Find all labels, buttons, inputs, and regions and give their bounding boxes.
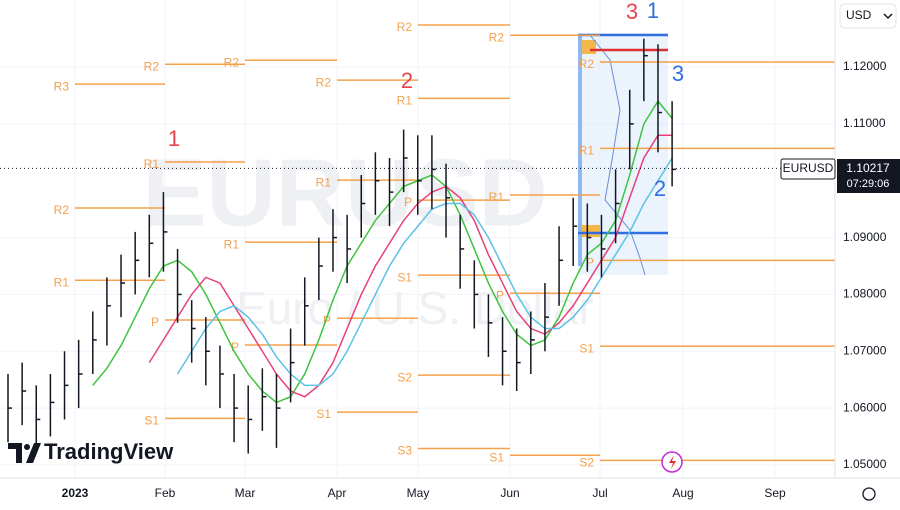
events-icon-bolt[interactable] xyxy=(669,455,676,469)
x-tick-label: Feb xyxy=(155,486,176,500)
y-axis: 1.12000 1.11000 1.09000 1.08000 1.07000 1.060… xyxy=(843,59,887,471)
x-tick-label: Apr xyxy=(328,486,347,500)
pivot-label: S1 xyxy=(144,413,159,427)
pivot-label: S1 xyxy=(316,407,331,421)
pivot-label: S1 xyxy=(579,341,594,355)
y-tick-label: 1.08000 xyxy=(843,287,887,301)
x-tick-label: Jul xyxy=(592,486,607,500)
pivot-label: P xyxy=(231,340,239,354)
moving-average-line xyxy=(176,157,673,387)
symbol-tag-text: EURUSD xyxy=(783,161,834,175)
wave-label: 1 xyxy=(647,0,659,23)
pivot-label: R2 xyxy=(144,59,160,73)
x-tick-label: Sep xyxy=(764,486,786,500)
dropdown-arrow[interactable] xyxy=(883,13,893,20)
price-bars xyxy=(7,38,677,454)
symbol-tag xyxy=(780,158,836,180)
price-axis xyxy=(835,0,900,478)
wave-labels: 123 132 xyxy=(168,0,684,201)
pivot-label: R1 xyxy=(316,175,332,189)
x-tick-label: Mar xyxy=(235,486,256,500)
y-tick-label: 1.11000 xyxy=(843,116,886,130)
currency-text[interactable]: USD xyxy=(846,8,872,22)
y-tick-label: 1.12000 xyxy=(843,59,887,73)
currency-selector[interactable] xyxy=(839,3,897,29)
pivot-label: P xyxy=(586,255,594,269)
pivot-label: R1 xyxy=(54,275,70,289)
x-tick-label: May xyxy=(407,486,430,500)
wave-label: 3 xyxy=(672,61,684,86)
pivot-label: R1 xyxy=(144,157,160,171)
pivot-label: P xyxy=(151,315,159,329)
brand-icon xyxy=(8,443,41,463)
moving-average-line xyxy=(92,99,673,404)
watermark: EURUSD xyxy=(142,139,547,246)
pivot-label: R2 xyxy=(489,30,505,44)
price-tag-text: 1.10217 xyxy=(846,161,890,175)
x-tick-label: Jun xyxy=(500,486,519,500)
y-tick-label: 1.09000 xyxy=(843,230,887,244)
pivot-label: S3 xyxy=(397,444,412,458)
profile-bar xyxy=(578,34,582,266)
pivot-label: R1 xyxy=(224,237,240,251)
pivot-label: R1 xyxy=(579,144,595,158)
pivot-label: R2 xyxy=(54,203,70,217)
profile-outline xyxy=(589,34,646,276)
pivot-label: P xyxy=(496,288,504,302)
moving-averages xyxy=(92,99,673,404)
pivot-label: R2 xyxy=(579,57,595,71)
settings-icon[interactable] xyxy=(862,487,876,501)
pivot-label: P xyxy=(404,195,412,209)
pivot-label: S1 xyxy=(489,450,504,464)
pivot-label: R2 xyxy=(316,75,332,89)
profile-bar xyxy=(582,225,600,237)
wave-label: 1 xyxy=(168,126,180,151)
brand-text: TradingView xyxy=(44,439,174,464)
pivot-label: S2 xyxy=(397,370,412,384)
moving-average-line xyxy=(148,134,673,398)
pivot-label: R2 xyxy=(224,55,240,69)
brand-logo: TradingView xyxy=(8,439,174,464)
pivot-label: R1 xyxy=(397,94,413,108)
pivot-label: S2 xyxy=(579,456,594,470)
profile-bar xyxy=(582,40,596,54)
x-tick-label: 2023 xyxy=(62,486,89,500)
pivot-label: R1 xyxy=(489,190,505,204)
y-tick-label: 1.06000 xyxy=(843,400,887,414)
wave-label: 2 xyxy=(401,68,413,93)
wave-label: 3 xyxy=(626,0,638,24)
pivot-label: S1 xyxy=(397,270,412,284)
watermark-subtitle: Euro / U.S. Dollar xyxy=(236,282,594,334)
pivots: R3 R2 R1 R2 R1 P S1 R2 R1 P R2 R1 P S1 R2 R1 P S1 S2 S3 R2 R1… xyxy=(54,20,835,470)
grid xyxy=(0,0,835,478)
pivot-label: R2 xyxy=(397,20,413,34)
wave-label: 2 xyxy=(654,176,666,201)
x-tick-label: Aug xyxy=(672,486,693,500)
price-tag xyxy=(837,159,900,193)
y-tick-label: 1.07000 xyxy=(843,343,887,357)
x-axis: 2023 Feb Mar Apr May Jun Jul Aug Sep xyxy=(62,486,786,500)
y-tick-label: 1.05000 xyxy=(843,457,887,471)
brand-icon-dot xyxy=(24,444,30,450)
countdown-text: 07:29:06 xyxy=(847,178,890,190)
pivot-label: R3 xyxy=(54,79,70,93)
pivot-label: P xyxy=(323,313,331,327)
